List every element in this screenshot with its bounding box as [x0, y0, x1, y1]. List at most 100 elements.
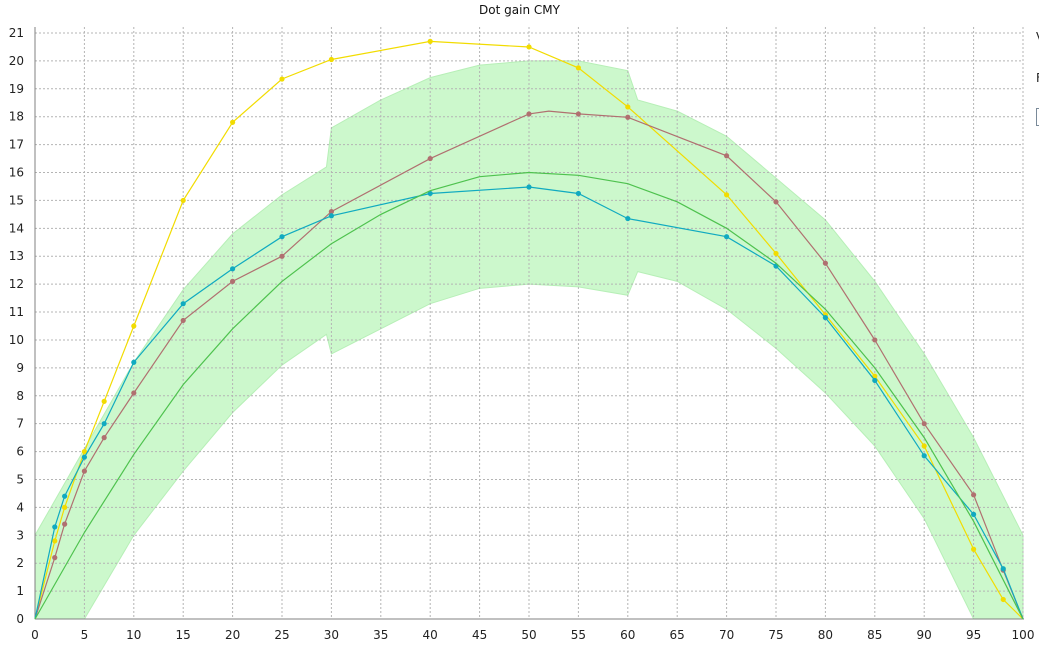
x-tick-label: 60	[620, 628, 635, 642]
data-point	[971, 492, 977, 498]
data-point	[625, 114, 631, 120]
data-point	[921, 421, 927, 427]
data-point	[52, 555, 58, 561]
y-tick-label: 10	[9, 333, 24, 347]
x-tick-label: 90	[917, 628, 932, 642]
data-point	[230, 266, 236, 272]
data-point	[81, 468, 87, 474]
data-point	[575, 65, 582, 71]
x-tick-label: 45	[472, 628, 487, 642]
y-tick-label: 4	[16, 500, 24, 514]
side-label-2: F	[1036, 71, 1039, 85]
data-point	[81, 454, 87, 460]
data-point	[921, 453, 927, 459]
data-point	[279, 234, 285, 240]
data-point	[724, 153, 730, 159]
data-point	[328, 56, 334, 63]
data-point	[101, 421, 107, 427]
data-point	[427, 190, 433, 197]
y-tick-label: 19	[9, 82, 24, 96]
data-point	[427, 38, 433, 44]
data-point	[526, 44, 532, 50]
data-point	[427, 155, 433, 162]
data-point	[575, 111, 582, 117]
x-tick-label: 15	[176, 628, 191, 642]
data-point	[724, 234, 730, 240]
data-point	[872, 337, 878, 343]
y-tick-label: 20	[9, 54, 24, 68]
y-tick-label: 8	[16, 389, 24, 403]
x-tick-label: 70	[719, 628, 734, 642]
y-tick-label: 14	[9, 221, 24, 235]
data-point	[971, 546, 977, 552]
y-tick-label: 21	[9, 26, 24, 40]
y-tick-label: 18	[9, 110, 24, 124]
y-tick-label: 5	[16, 472, 24, 486]
data-point	[101, 435, 107, 441]
data-point	[101, 398, 107, 404]
x-tick-label: 80	[818, 628, 833, 642]
data-point	[328, 213, 334, 219]
x-tick-label: 5	[81, 628, 89, 642]
side-panel: V F	[1031, 20, 1039, 140]
data-point	[279, 253, 285, 259]
x-tick-label: 100	[1012, 628, 1035, 642]
data-point	[822, 260, 829, 266]
y-tick-label: 12	[9, 277, 24, 291]
data-point	[526, 111, 532, 117]
data-point	[180, 301, 186, 307]
data-point	[971, 511, 977, 517]
data-point	[773, 250, 779, 257]
data-point	[180, 317, 186, 324]
chart-title: Dot gain CMY	[479, 3, 560, 17]
data-point	[52, 538, 58, 544]
y-tick-label: 15	[9, 193, 24, 207]
data-point	[62, 493, 68, 499]
x-tick-label: 30	[324, 628, 339, 642]
data-point	[131, 359, 137, 365]
y-tick-label: 11	[9, 305, 24, 319]
x-tick-label: 65	[670, 628, 685, 642]
data-point	[724, 192, 730, 198]
y-tick-label: 9	[16, 361, 24, 375]
data-point	[81, 448, 87, 455]
x-tick-label: 75	[768, 628, 783, 642]
data-point	[180, 197, 186, 204]
data-point	[131, 390, 137, 396]
data-point	[625, 215, 631, 222]
side-label-1: V	[1036, 30, 1039, 44]
y-tick-label: 6	[16, 445, 24, 459]
data-point	[822, 315, 829, 321]
x-tick-label: 50	[521, 628, 536, 642]
y-tick-label: 7	[16, 417, 24, 431]
data-point	[328, 208, 334, 215]
data-point	[773, 199, 779, 205]
series-line-4	[34, 171, 1024, 620]
x-tick-label: 85	[867, 628, 882, 642]
x-tick-label: 10	[126, 628, 141, 642]
data-point	[872, 373, 878, 379]
data-point	[131, 323, 137, 329]
x-tick-label: 0	[31, 628, 39, 642]
data-point	[62, 504, 68, 510]
y-tick-label: 2	[16, 556, 24, 570]
data-point	[575, 190, 582, 197]
data-point	[625, 104, 631, 110]
data-point	[921, 443, 927, 449]
series-line-3	[34, 186, 1024, 620]
side-input-box[interactable]	[1036, 108, 1039, 126]
data-point	[526, 184, 532, 190]
data-point	[872, 377, 878, 384]
x-tick-label: 25	[274, 628, 289, 642]
y-tick-label: 0	[16, 612, 24, 626]
series-line-1	[34, 40, 1024, 620]
y-tick-label: 1	[16, 584, 24, 598]
x-tick-label: 55	[571, 628, 586, 642]
data-point	[279, 76, 285, 82]
y-tick-label: 3	[16, 528, 24, 542]
data-point	[62, 521, 68, 527]
y-tick-label: 16	[9, 166, 24, 180]
data-point	[52, 524, 58, 530]
y-tick-label: 13	[9, 249, 24, 263]
